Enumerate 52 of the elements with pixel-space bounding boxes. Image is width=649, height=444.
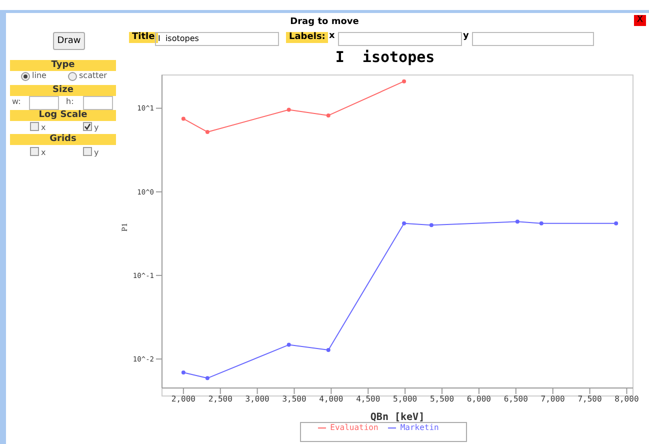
text-field: I isotopes (155, 32, 279, 46)
point (429, 223, 434, 228)
x-tick-label: 5,500 (430, 394, 454, 404)
text: x (329, 31, 335, 41)
text: h: (66, 97, 74, 106)
text: y (94, 148, 99, 157)
point (205, 376, 210, 380)
text: Labels: (286, 32, 328, 43)
x-tick-label: 6,500 (504, 394, 528, 404)
point (402, 79, 406, 84)
point (181, 370, 186, 374)
legend-label: Evaluation (330, 423, 378, 432)
text: x (41, 148, 46, 157)
text: line (32, 71, 46, 80)
x-tick-label: 3,500 (282, 394, 306, 404)
text: y (94, 123, 99, 132)
x-tick-label: 8,000 (614, 394, 639, 404)
x-tick-label: 3,000 (245, 394, 270, 404)
chart-title: I isotopes (334, 48, 436, 66)
text: x (41, 123, 46, 132)
x-axis-title: QBn [keV] (370, 412, 425, 423)
text: Drag to move (290, 17, 359, 27)
x-tick-label: 4,000 (319, 394, 344, 404)
text: Title (129, 32, 158, 43)
text: Type (10, 60, 116, 71)
point (539, 221, 544, 226)
y-axis-title: P1 (120, 223, 129, 232)
x-tick-label: 6,000 (466, 394, 492, 404)
text: scatter (79, 71, 107, 80)
point (515, 220, 520, 224)
text: Size (10, 85, 116, 96)
x-tick-label: 7,000 (540, 394, 566, 404)
point (205, 130, 210, 134)
point (614, 221, 618, 226)
text: Grids (10, 134, 116, 145)
point (326, 113, 330, 118)
text: Log Scale (10, 110, 116, 121)
x-tick-label: 4,500 (356, 394, 380, 404)
x-tick-label: 5,000 (393, 394, 418, 404)
point (402, 221, 406, 226)
legend-label: Marketin (400, 423, 439, 432)
x-tick-label: 7,500 (578, 394, 602, 404)
text: Draw (53, 32, 85, 50)
point (286, 342, 291, 347)
point (181, 116, 186, 121)
text: y (463, 31, 469, 41)
point (286, 108, 291, 112)
text: w: (12, 97, 21, 106)
x-tick-label: 2,500 (208, 394, 233, 404)
point (326, 348, 330, 352)
close-button: X (634, 15, 646, 26)
x-tick-label: 2,000 (171, 394, 196, 404)
